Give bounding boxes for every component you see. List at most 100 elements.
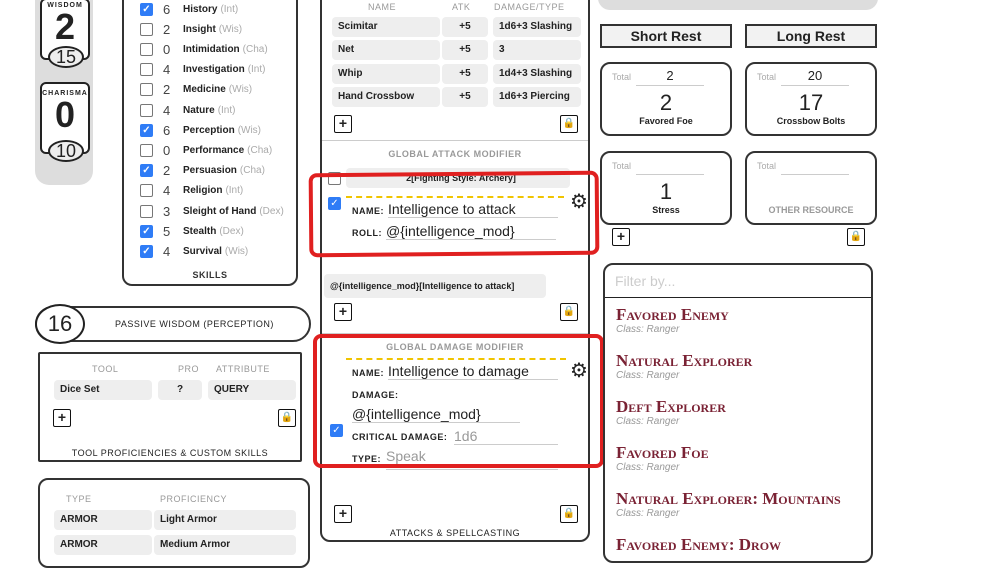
skill-name[interactable]: Medicine: [183, 84, 226, 96]
feature-name[interactable]: Deft Explorer: [616, 397, 726, 416]
resource-max[interactable]: 2: [636, 68, 704, 86]
attack-mod-checkbox[interactable]: [328, 172, 341, 185]
resource-max[interactable]: [636, 157, 704, 175]
gear-icon[interactable]: ⚙: [570, 191, 588, 213]
skill-name[interactable]: Nature: [183, 104, 215, 116]
skill-name[interactable]: Survival: [183, 245, 222, 257]
lock-icon[interactable]: 🔒: [847, 228, 865, 246]
attack-damage[interactable]: 1d6+3 Piercing: [493, 86, 581, 107]
skill-proficiency-checkbox[interactable]: [140, 63, 153, 77]
skill-name[interactable]: Intimidation: [183, 43, 240, 55]
attack-damage[interactable]: 3: [493, 40, 581, 61]
feature-source: Class: Ranger: [616, 508, 680, 519]
attack-name[interactable]: Net: [332, 40, 440, 61]
feature-source: Class: Ranger: [616, 324, 680, 335]
feature-name[interactable]: Natural Explorer: [616, 351, 753, 370]
attack-bonus[interactable]: +5: [442, 63, 488, 84]
attack-mod-new-checkbox[interactable]: ✓: [328, 197, 341, 210]
damage-mod-name[interactable]: Intelligence to damage: [388, 363, 558, 380]
attack-bonus[interactable]: +5: [442, 40, 488, 61]
resource-max[interactable]: [781, 157, 849, 175]
gear-icon[interactable]: ⚙: [570, 360, 588, 382]
charisma-score[interactable]: 10: [48, 140, 84, 162]
damage-mod-damage[interactable]: @{intelligence_mod}: [352, 406, 520, 423]
attack-name[interactable]: Scimitar: [332, 17, 440, 37]
attack-mod-roll[interactable]: @{intelligence_mod}: [386, 223, 556, 240]
resource-name[interactable]: OTHER RESOURCE: [768, 205, 854, 215]
skill-proficiency-checkbox[interactable]: ✓: [140, 164, 153, 178]
skills-panel: ✓ 6 History (Int) 2 Insight (Wis) 0 Intimidation…: [122, 0, 298, 286]
skill-proficiency-checkbox[interactable]: [140, 103, 153, 117]
resource-name[interactable]: Stress: [652, 205, 680, 215]
skill-proficiency-checkbox[interactable]: [140, 143, 153, 157]
resource-current[interactable]: 2: [659, 90, 673, 115]
skill-proficiency-checkbox[interactable]: [140, 184, 153, 198]
long-rest-button[interactable]: Long Rest: [745, 24, 877, 48]
feature-source: Class: Ranger: [616, 462, 680, 473]
skill-name[interactable]: Sleight of Hand: [183, 205, 257, 217]
passive-perception: 16 PASSIVE WISDOM (PERCEPTION): [35, 304, 311, 344]
attack-damage[interactable]: 1d4+3 Slashing: [493, 63, 581, 84]
crit-damage-input[interactable]: 1d6: [454, 428, 558, 445]
proficiencies-panel: TYPE PROFICIENCY ARMOR Light Armor ARMOR…: [38, 478, 310, 568]
skill-name[interactable]: Investigation: [183, 64, 245, 76]
skill-proficiency-checkbox[interactable]: [140, 83, 153, 97]
resource-box: Total OTHER RESOURCE: [745, 151, 877, 225]
skill-proficiency-checkbox[interactable]: ✓: [140, 123, 153, 137]
annotation-rect: [313, 334, 604, 468]
add-resource-button[interactable]: +: [612, 228, 630, 246]
tool-attribute[interactable]: QUERY: [208, 380, 296, 400]
attack-bonus[interactable]: +5: [442, 17, 488, 37]
feature-name[interactable]: Natural Explorer: Mountains: [616, 489, 841, 508]
skill-name[interactable]: Perception: [183, 124, 235, 136]
charisma-mod[interactable]: 0: [54, 94, 76, 135]
attack-name[interactable]: Whip: [332, 63, 440, 84]
feature-source: Class: Ranger: [616, 370, 680, 381]
skill-proficiency-checkbox[interactable]: ✓: [140, 244, 153, 258]
resource-name[interactable]: Favored Foe: [639, 116, 693, 126]
skill-name[interactable]: History: [183, 3, 218, 15]
wisdom-label: WISDOM: [47, 2, 83, 9]
feature-name[interactable]: Favored Foe: [616, 443, 709, 462]
resource-current[interactable]: 1: [659, 179, 673, 204]
damage-type-input[interactable]: Speak: [386, 448, 558, 470]
add-attack-button[interactable]: +: [334, 115, 352, 133]
attack-mod-name[interactable]: Intelligence to attack: [388, 201, 558, 218]
lock-icon[interactable]: 🔒: [560, 115, 578, 133]
attack-name[interactable]: Hand Crossbow: [332, 86, 440, 107]
lock-icon[interactable]: 🔒: [560, 505, 578, 523]
skill-proficiency-checkbox[interactable]: [140, 42, 153, 56]
attack-damage[interactable]: 1d6+3 Slashing: [493, 17, 581, 37]
resource-box: Total 1 Stress: [600, 151, 732, 225]
short-rest-button[interactable]: Short Rest: [600, 24, 732, 48]
attacks-panel: NAME ATK DAMAGE/TYPE Scimitar +5 1d6+3 Sla…: [320, 0, 590, 542]
skill-name[interactable]: Persuasion: [183, 165, 237, 177]
feature-name[interactable]: Favored Enemy: [616, 305, 729, 324]
filter-input[interactable]: Filter by...: [615, 273, 676, 289]
lock-icon[interactable]: 🔒: [560, 303, 578, 321]
skill-row: 4 Investigation (Int): [140, 62, 265, 78]
resource-name[interactable]: Crossbow Bolts: [776, 116, 846, 126]
wisdom-score[interactable]: 15: [48, 46, 84, 68]
lock-icon[interactable]: 🔒: [278, 409, 296, 427]
add-damage-mod-button[interactable]: +: [334, 505, 352, 523]
skill-name[interactable]: Performance: [183, 144, 245, 156]
attack-bonus[interactable]: +5: [442, 86, 488, 107]
skill-proficiency-checkbox[interactable]: [140, 22, 153, 36]
skill-proficiency-checkbox[interactable]: [140, 204, 153, 218]
skill-name[interactable]: Religion: [183, 185, 223, 197]
skill-name[interactable]: Stealth: [183, 225, 217, 237]
skill-proficiency-checkbox[interactable]: ✓: [140, 2, 153, 16]
skill-name[interactable]: Insight: [183, 23, 216, 35]
resource-current[interactable]: 17: [798, 90, 824, 115]
annotation-rect: [308, 170, 600, 258]
add-tool-button[interactable]: +: [53, 409, 71, 427]
tool-pro[interactable]: ?: [158, 380, 202, 400]
skill-proficiency-checkbox[interactable]: ✓: [140, 224, 153, 238]
resource-max[interactable]: 20: [781, 68, 849, 86]
add-attack-mod-button[interactable]: +: [334, 303, 352, 321]
tool-name[interactable]: Dice Set: [54, 380, 152, 400]
wisdom-mod[interactable]: 2: [54, 6, 76, 47]
damage-mod-checkbox[interactable]: ✓: [330, 424, 343, 437]
feature-name[interactable]: Favored Enemy: Drow: [616, 535, 782, 554]
